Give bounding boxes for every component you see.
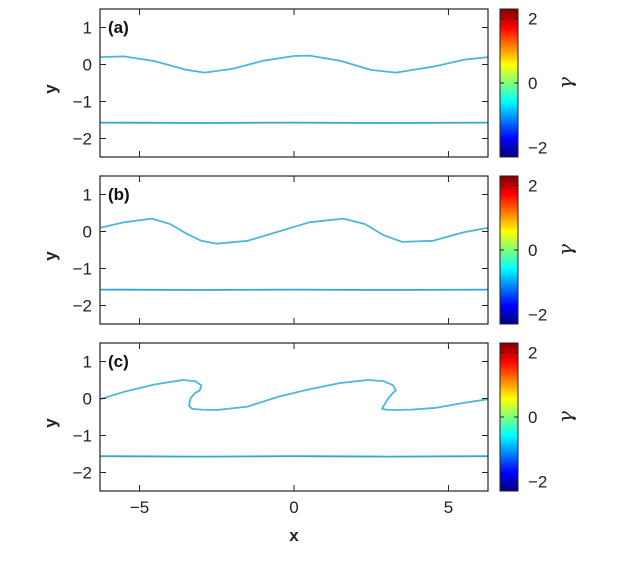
colorbar-tick-label: 0	[528, 74, 537, 93]
y-tick-label: −2	[73, 297, 92, 316]
y-tick-label: 0	[83, 223, 92, 242]
colorbar-tick-label: −2	[528, 472, 547, 491]
axes-frame	[99, 8, 489, 158]
x-tick-label: −5	[130, 498, 149, 517]
colorbar-label: γ	[553, 77, 577, 89]
y-axis-label: y	[41, 418, 60, 428]
y-tick-label: 0	[83, 56, 92, 75]
x-tick-label: 0	[289, 498, 298, 517]
panel-b: 1 0 −1 −2 y (b) 2 0 −2 γ	[41, 175, 577, 325]
colorbar-tick-label: 2	[528, 10, 537, 29]
panel-label: (a)	[108, 18, 129, 37]
y-tick-label: 0	[83, 390, 92, 409]
colorbar-label: γ	[553, 411, 577, 423]
y-tick-label: 1	[83, 353, 92, 372]
colorbar-tick-label: 0	[528, 241, 537, 260]
y-tick-label: 1	[83, 186, 92, 205]
colorbar-tick-label: −2	[528, 305, 547, 324]
y-tick-label: −1	[73, 427, 92, 446]
interface-curve-upper	[100, 379, 488, 411]
y-tick-label: −2	[73, 464, 92, 483]
panel-c: 1 0 −1 −2 −5 0 5 y x (c) 2 0 −2 γ	[41, 342, 577, 545]
y-tick-label: −1	[73, 93, 92, 112]
y-tick-label: 1	[83, 19, 92, 38]
x-axis-label: x	[289, 526, 299, 545]
panel-label: (b)	[108, 185, 130, 204]
x-tick-label: 5	[444, 498, 453, 517]
colorbar-tick-label: 2	[528, 177, 537, 196]
panel-a: 1 0 −1 −2 y (a) 2 0 −2 γ	[41, 8, 577, 158]
y-axis-label: y	[41, 84, 60, 94]
interface-curve-upper	[100, 217, 488, 245]
colorbar-tick-label: −2	[528, 138, 547, 157]
colorbar-label: γ	[553, 244, 577, 256]
colorbar-tick-label: 0	[528, 408, 537, 427]
axes-frame	[99, 175, 489, 325]
y-tick-label: −2	[73, 130, 92, 149]
y-axis-label: y	[41, 251, 60, 261]
colorbar-tick-label: 2	[528, 344, 537, 363]
panel-label: (c)	[108, 352, 129, 371]
y-tick-label: −1	[73, 260, 92, 279]
axes-frame	[99, 342, 489, 492]
interface-curve-upper	[100, 54, 488, 74]
